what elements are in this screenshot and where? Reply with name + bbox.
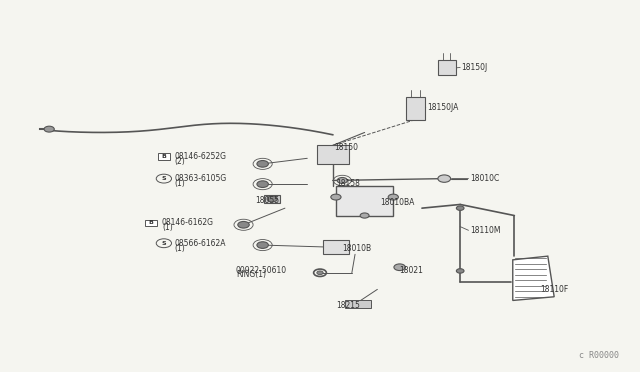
Circle shape xyxy=(238,221,249,228)
Text: 18110F: 18110F xyxy=(540,285,568,294)
Bar xyxy=(323,240,349,254)
Text: 18158: 18158 xyxy=(336,179,360,187)
Text: (1): (1) xyxy=(175,179,186,188)
Text: B: B xyxy=(148,221,154,225)
Bar xyxy=(406,97,425,119)
Text: 18010BA: 18010BA xyxy=(381,198,415,207)
Text: 00922-50610: 00922-50610 xyxy=(236,266,287,275)
Bar xyxy=(317,145,349,164)
Text: 18215: 18215 xyxy=(336,301,360,311)
Text: (1): (1) xyxy=(162,223,173,232)
Circle shape xyxy=(331,194,341,200)
Text: 18150: 18150 xyxy=(334,143,358,152)
Text: RING(1): RING(1) xyxy=(236,270,266,279)
Circle shape xyxy=(267,196,277,202)
Circle shape xyxy=(317,271,323,275)
Bar xyxy=(158,153,170,160)
Circle shape xyxy=(388,194,398,200)
Bar xyxy=(346,301,371,308)
Polygon shape xyxy=(513,256,554,301)
Text: 18150J: 18150J xyxy=(461,63,488,72)
Text: 08566-6162A: 08566-6162A xyxy=(175,239,226,248)
Text: S: S xyxy=(161,241,166,246)
Text: B: B xyxy=(161,154,166,159)
Bar xyxy=(145,219,157,226)
Text: 08146-6252G: 08146-6252G xyxy=(175,152,227,161)
Text: 18021: 18021 xyxy=(399,266,424,275)
Text: (2): (2) xyxy=(175,157,186,166)
Text: 18010C: 18010C xyxy=(470,174,499,183)
Text: 08363-6105G: 08363-6105G xyxy=(175,174,227,183)
Bar xyxy=(336,186,394,215)
Text: (1): (1) xyxy=(175,244,186,253)
Circle shape xyxy=(257,242,268,248)
Circle shape xyxy=(394,264,405,270)
Text: 18055: 18055 xyxy=(255,196,279,205)
Circle shape xyxy=(360,213,369,218)
Circle shape xyxy=(257,181,268,187)
Circle shape xyxy=(438,175,451,182)
Circle shape xyxy=(44,126,54,132)
Circle shape xyxy=(257,161,268,167)
Circle shape xyxy=(456,206,464,211)
FancyBboxPatch shape xyxy=(264,195,280,203)
Text: 18110M: 18110M xyxy=(470,226,500,235)
Text: c R00000: c R00000 xyxy=(579,350,620,359)
Text: 08146-6162G: 08146-6162G xyxy=(162,218,214,227)
Text: S: S xyxy=(161,176,166,181)
Bar xyxy=(438,61,456,75)
Text: 18150JA: 18150JA xyxy=(427,103,458,112)
Text: 18010B: 18010B xyxy=(342,244,371,253)
Circle shape xyxy=(337,177,348,183)
Circle shape xyxy=(456,269,464,273)
